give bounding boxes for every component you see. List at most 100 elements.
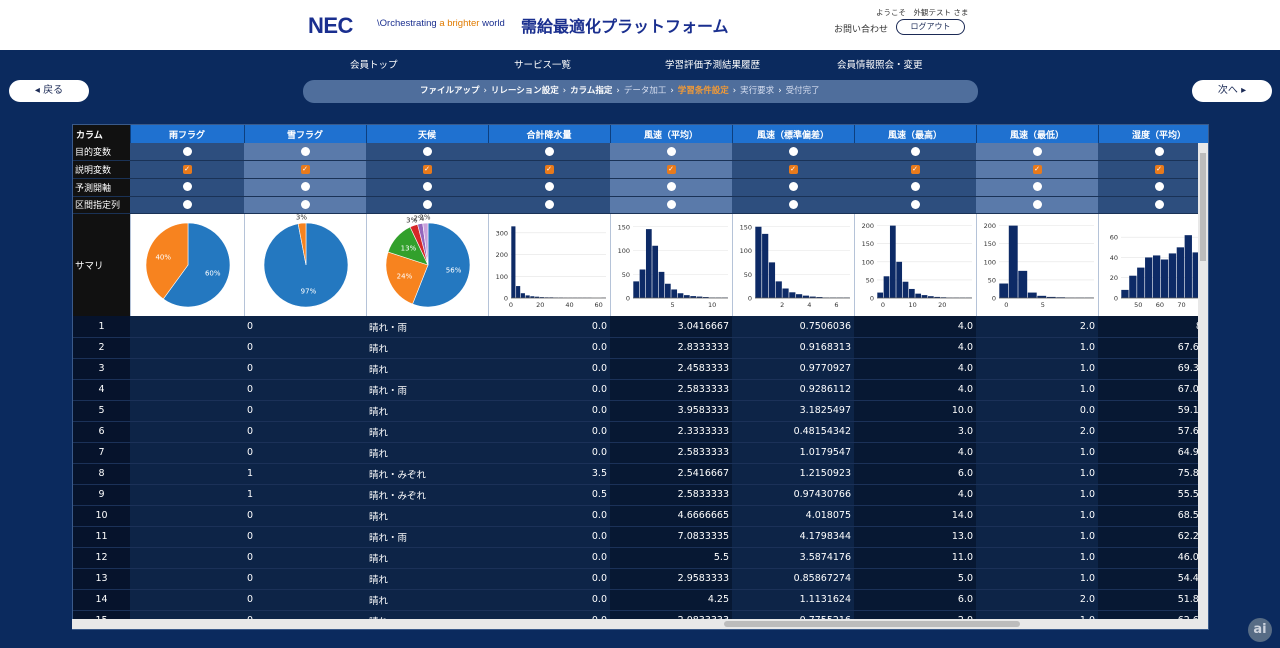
x-tick-label: 6 (834, 301, 838, 309)
column-header[interactable]: 風速（最低） (976, 125, 1099, 143)
column-header[interactable]: 湿度（平均） (1098, 125, 1208, 143)
x-tick-label: 10 (908, 301, 916, 309)
role-checkbox-checked[interactable]: ✓ (182, 164, 192, 174)
column-header[interactable]: 風速（平均） (610, 125, 733, 143)
histogram-bar (940, 297, 946, 299)
role-checkbox-checked[interactable]: ✓ (1154, 164, 1164, 174)
role-radio[interactable] (910, 182, 920, 192)
summary-label: サマリ (73, 213, 131, 317)
y-tick-label: 200 (983, 222, 995, 230)
role-checkbox-checked[interactable]: ✓ (544, 164, 554, 174)
table-row[interactable]: 11 0晴れ・雨0.07.08333354.179834413.01.062.20… (73, 526, 1208, 548)
role-cell: ✓ (610, 160, 732, 179)
nec-logo[interactable]: NEC (308, 13, 353, 38)
back-button[interactable]: ◂ 戻る (9, 80, 89, 102)
summary-chart-cell: 0 50 100 150 200 0 10 20 (854, 213, 977, 317)
role-radio[interactable] (422, 199, 432, 209)
horizontal-scroll-thumb[interactable] (724, 621, 1020, 627)
histogram-bar (529, 296, 534, 299)
role-checkbox-checked[interactable]: ✓ (788, 164, 798, 174)
column-header[interactable]: 天候 (366, 125, 489, 143)
role-radio[interactable] (1154, 199, 1164, 209)
column-header[interactable]: 風速（最高） (854, 125, 977, 143)
table-cell: 5.0 (854, 568, 976, 590)
role-radio[interactable] (544, 146, 554, 156)
role-radio[interactable] (666, 199, 676, 209)
role-radio[interactable] (182, 182, 192, 192)
role-radio[interactable] (910, 146, 920, 156)
role-checkbox-checked[interactable]: ✓ (300, 164, 310, 174)
role-radio[interactable] (1032, 146, 1042, 156)
role-radio[interactable] (788, 182, 798, 192)
role-radio[interactable] (300, 199, 310, 209)
table-row[interactable]: 8 1晴れ・みぞれ3.52.54166671.21509236.01.075.83… (73, 463, 1208, 485)
nav-history[interactable]: 学習評価予測結果履歴 (665, 60, 761, 71)
table-row[interactable]: 9 1 晴れ・みぞれ 0.5 2.5833333 0.97430766 4.0 1.0 55.5… (73, 484, 1208, 506)
role-radio[interactable] (422, 146, 432, 156)
contact-link[interactable]: お問い合わせ (834, 25, 889, 35)
histogram-bar (651, 246, 658, 299)
vertical-scrollbar[interactable] (1198, 143, 1208, 619)
table-cell: 4.0 (854, 337, 976, 359)
nav-member-top[interactable]: 会員トップ (350, 60, 398, 71)
y-tick-label: 100 (739, 247, 751, 255)
horizontal-scrollbar[interactable] (72, 619, 1208, 629)
nav-member-info[interactable]: 会員情報照会・変更 (837, 60, 923, 71)
role-checkbox-checked[interactable]: ✓ (422, 164, 432, 174)
role-radio[interactable] (910, 199, 920, 209)
next-button[interactable]: 次へ ▸ (1192, 80, 1272, 102)
logout-button[interactable]: ログアウト (896, 19, 965, 35)
role-radio[interactable] (1154, 146, 1164, 156)
x-tick-label: 60 (594, 301, 602, 309)
role-radio[interactable] (1154, 182, 1164, 192)
histogram-bar (902, 281, 908, 299)
table-cell (130, 358, 244, 380)
role-radio[interactable] (182, 199, 192, 209)
summary-histogram: 0 50 100 150 200 0 5 (983, 222, 1094, 309)
role-radio[interactable] (788, 199, 798, 209)
table-cell: 晴れ (366, 568, 488, 590)
role-radio[interactable] (666, 146, 676, 156)
role-cell (244, 196, 366, 215)
column-header[interactable]: 風速（標準偏差） (732, 125, 855, 143)
role-checkbox-checked[interactable]: ✓ (666, 164, 676, 174)
column-header[interactable]: 合計降水量 (488, 125, 611, 143)
role-radio[interactable] (1032, 182, 1042, 192)
nav-service-list[interactable]: サービス一覧 (514, 60, 572, 71)
column-header[interactable]: 雨フラグ (130, 125, 245, 143)
role-radio[interactable] (666, 182, 676, 192)
role-cell (130, 178, 244, 197)
pie-label: 56% (445, 267, 461, 275)
role-radio[interactable] (788, 146, 798, 156)
x-tick-label: 5 (1040, 301, 1044, 309)
role-radio[interactable] (544, 199, 554, 209)
table-cell: 1.0 (976, 547, 1098, 569)
role-radio[interactable] (1032, 199, 1042, 209)
histogram-bar (1184, 235, 1192, 299)
vertical-scroll-thumb[interactable] (1200, 153, 1206, 261)
role-radio[interactable] (544, 182, 554, 192)
table-cell: 64.9583 (1098, 442, 1208, 464)
table-cell (130, 547, 244, 569)
role-radio[interactable] (300, 182, 310, 192)
role-radio[interactable] (182, 146, 192, 156)
role-checkbox-checked[interactable]: ✓ (1032, 164, 1042, 174)
role-radio[interactable] (300, 146, 310, 156)
table-cell: 55.5416 (1098, 484, 1208, 506)
table-cell: 晴れ (366, 337, 488, 359)
role-radio[interactable] (422, 182, 432, 192)
role-checkbox-checked[interactable]: ✓ (910, 164, 920, 174)
x-tick-label: 5 (670, 301, 674, 309)
column-header[interactable]: 雪フラグ (244, 125, 367, 143)
